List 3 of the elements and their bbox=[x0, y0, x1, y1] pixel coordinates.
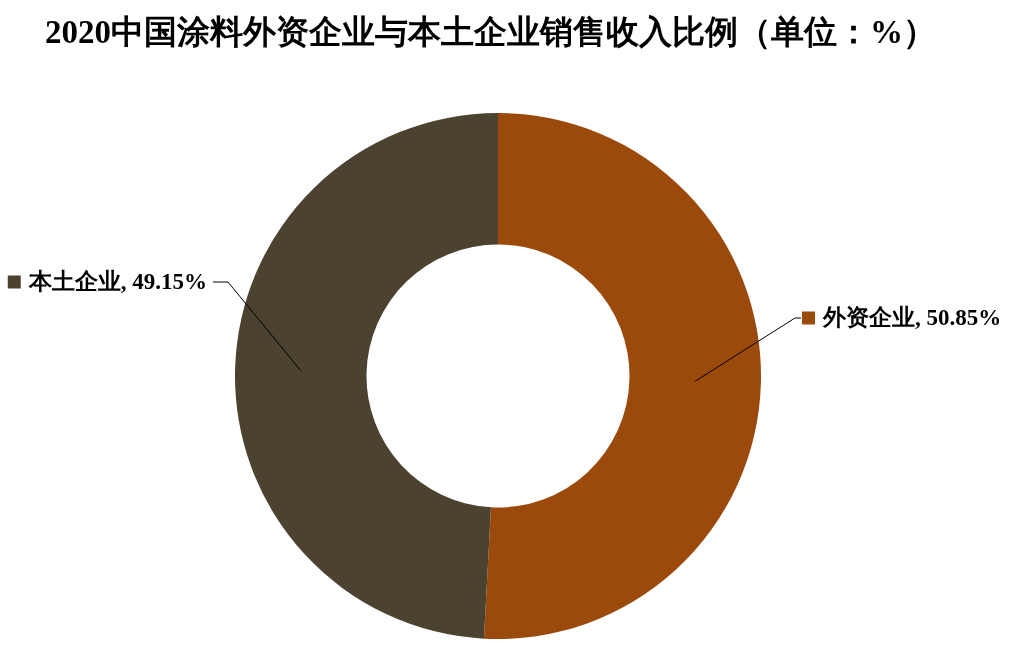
chart-title: 2020中国涂料外资企业与本土企业销售收入比例（单位：%） bbox=[45, 13, 936, 52]
legend-label: 本土企业, 49.15% bbox=[27, 268, 207, 294]
legend-label: 外资企业, 50.85% bbox=[822, 304, 1002, 330]
